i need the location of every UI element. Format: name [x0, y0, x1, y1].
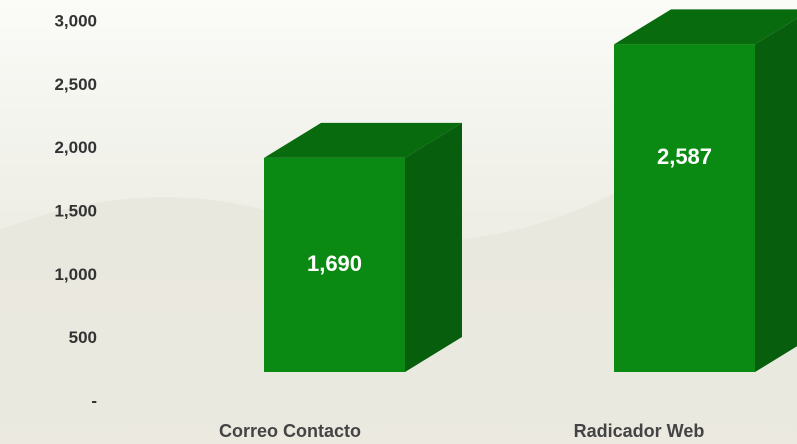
y-tick-label: 3,000	[54, 11, 97, 30]
value-label: 1,690	[307, 251, 362, 276]
x-tick-label: Correo Contacto	[219, 421, 361, 441]
y-tick-label: 500	[69, 328, 97, 347]
chart: - 500 1,000 1,500 2,000 2,500 3,000 Correo Cont…	[0, 0, 797, 444]
bar-side	[755, 9, 797, 372]
bar	[614, 44, 755, 372]
y-tick-label: -	[91, 391, 97, 410]
y-tick-label: 2,500	[54, 75, 97, 94]
x-tick-label: Radicador Web	[574, 421, 705, 441]
y-tick-label: 1,000	[54, 265, 97, 284]
value-label: 2,587	[657, 144, 712, 169]
y-tick-label: 1,500	[54, 201, 97, 220]
bar-side	[405, 123, 462, 372]
y-tick-label: 2,000	[54, 138, 97, 157]
